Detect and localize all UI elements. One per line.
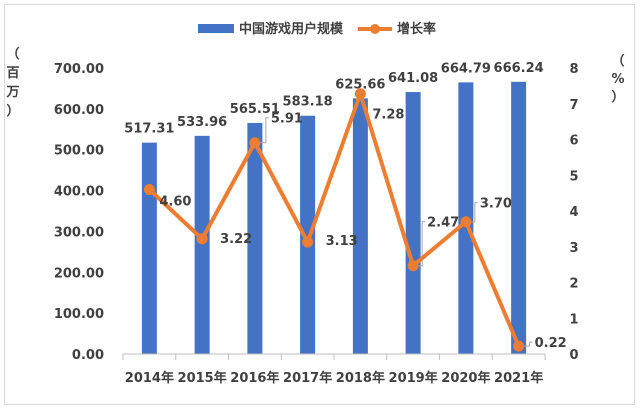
right-tick-label: 4 bbox=[569, 205, 578, 220]
growth-marker bbox=[354, 88, 366, 100]
bar bbox=[141, 142, 157, 354]
line-data-label: 5.91 bbox=[271, 112, 303, 127]
growth-marker bbox=[196, 233, 208, 245]
bar bbox=[194, 135, 210, 354]
bar bbox=[405, 92, 421, 354]
left-axis-ticks: 0.00 100.00 200.00 300.00 400.00 500.00 600.00… bbox=[54, 62, 104, 363]
legend: 中国游戏用户规模 增长率 bbox=[198, 21, 436, 37]
x-tick-label: 2014年 bbox=[125, 370, 174, 386]
growth-marker bbox=[249, 137, 261, 149]
right-axis-unit: （% ） bbox=[611, 53, 624, 105]
bar-series bbox=[141, 81, 527, 355]
left-axis-unit-char: 百 bbox=[6, 66, 19, 81]
legend-label-growth: 增长率 bbox=[397, 21, 436, 37]
bar-data-label: 533.96 bbox=[177, 115, 227, 130]
bar bbox=[511, 81, 527, 355]
line-data-label: 3.70 bbox=[480, 197, 512, 212]
left-tick-label: 600.00 bbox=[54, 103, 104, 118]
left-tick-label: 100.00 bbox=[54, 307, 104, 322]
right-axis-unit-char: ） bbox=[611, 89, 624, 105]
bar-data-label: 583.18 bbox=[283, 95, 333, 110]
right-axis-unit-char: （ bbox=[611, 53, 624, 69]
right-tick-label: 3 bbox=[569, 241, 578, 256]
bar bbox=[300, 115, 316, 355]
growth-marker bbox=[302, 236, 314, 248]
x-tick-label: 2016年 bbox=[230, 370, 279, 386]
growth-marker bbox=[407, 260, 419, 272]
line-data-label: 4.60 bbox=[159, 195, 191, 210]
left-tick-label: 700.00 bbox=[54, 62, 104, 77]
x-tick-label: 2019年 bbox=[389, 370, 438, 386]
bar-data-label: 641.08 bbox=[388, 71, 438, 86]
right-tick-label: 5 bbox=[569, 169, 578, 184]
line-data-label: 0.22 bbox=[535, 336, 567, 351]
x-tick-label: 2021年 bbox=[494, 370, 543, 386]
line-series bbox=[143, 88, 525, 352]
x-tick-label: 2018年 bbox=[336, 370, 385, 386]
bar-data-label: 664.79 bbox=[441, 61, 491, 76]
growth-marker bbox=[460, 216, 472, 228]
growth-marker bbox=[143, 184, 155, 196]
right-tick-label: 8 bbox=[569, 62, 578, 77]
line-data-label: 3.13 bbox=[326, 234, 358, 249]
line-data-label: 7.28 bbox=[372, 108, 404, 123]
right-tick-label: 0 bbox=[569, 348, 578, 363]
bar-data-label: 517.31 bbox=[124, 122, 174, 137]
bar bbox=[352, 98, 368, 354]
label-leader-lines bbox=[256, 117, 533, 347]
right-tick-label: 1 bbox=[569, 312, 578, 327]
legend-marker-growth bbox=[370, 24, 380, 34]
bar bbox=[247, 122, 263, 355]
bar-data-label: 625.66 bbox=[335, 77, 385, 92]
right-axis-unit-char: % bbox=[611, 72, 624, 87]
left-axis-unit: （ 百万 ） bbox=[5, 46, 19, 119]
line-data-label: 3.22 bbox=[220, 232, 252, 247]
legend-label-users: 中国游戏用户规模 bbox=[239, 21, 344, 37]
x-tick-label: 2020年 bbox=[441, 370, 490, 386]
x-axis: 2014年 2015年 2016年 2017年 2018年 2019年 2020年 2021年 bbox=[122, 353, 546, 386]
right-tick-label: 2 bbox=[569, 277, 578, 292]
x-tick-label: 2017年 bbox=[283, 370, 332, 386]
bar-data-label: 565.51 bbox=[230, 102, 280, 117]
growth-marker bbox=[513, 340, 525, 352]
line-data-label: 2.47 bbox=[427, 216, 459, 231]
left-tick-label: 300.00 bbox=[54, 225, 104, 240]
bar-data-label: 666.24 bbox=[494, 61, 544, 76]
right-tick-label: 7 bbox=[569, 98, 578, 113]
growth-line bbox=[148, 91, 521, 347]
left-axis-unit-char: ） bbox=[6, 103, 19, 119]
right-axis-ticks: 0 1 2 3 4 5 6 7 8 bbox=[569, 62, 578, 363]
label-leader bbox=[520, 341, 533, 347]
left-tick-label: 500.00 bbox=[54, 144, 104, 159]
x-tick-label: 2015年 bbox=[178, 370, 227, 386]
left-tick-label: 0.00 bbox=[72, 348, 104, 363]
right-tick-label: 6 bbox=[569, 134, 578, 149]
legend-swatch-users bbox=[198, 24, 234, 33]
line-data-labels: 4.60 3.22 5.91 3.13 7.28 2.47 3.70 0.22 bbox=[159, 108, 566, 351]
left-tick-label: 200.00 bbox=[54, 266, 104, 281]
left-axis-unit-char: （ bbox=[6, 46, 19, 62]
label-leader bbox=[256, 117, 269, 144]
left-tick-label: 400.00 bbox=[54, 185, 104, 200]
left-axis-unit-char: 万 bbox=[5, 85, 19, 100]
